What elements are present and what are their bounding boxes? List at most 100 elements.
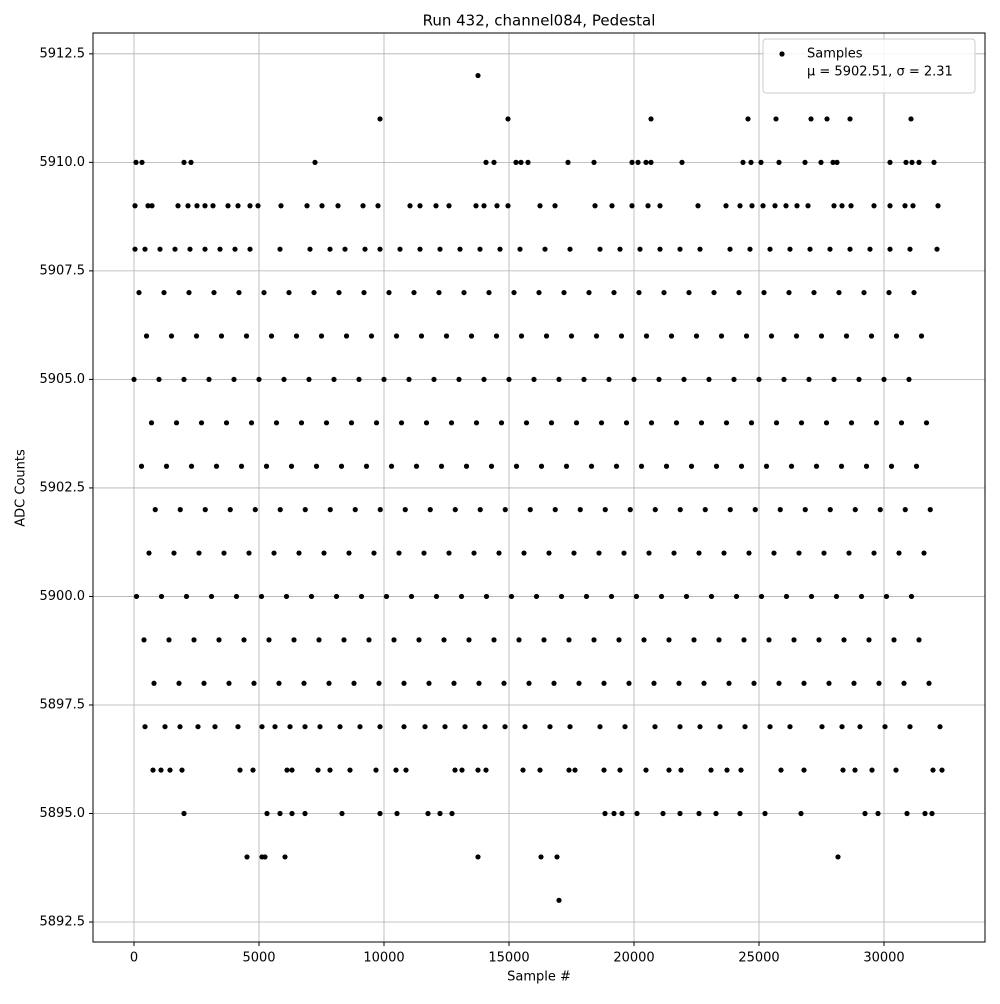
point (246, 550, 252, 556)
point (475, 72, 481, 79)
point (806, 376, 812, 383)
point (910, 203, 916, 209)
point (463, 463, 470, 469)
point (596, 550, 602, 556)
point (317, 724, 323, 730)
point (676, 680, 682, 686)
point (930, 767, 936, 773)
point (146, 550, 152, 556)
point (264, 810, 270, 817)
point (301, 680, 307, 686)
point (505, 203, 511, 209)
point (343, 333, 350, 339)
point (636, 289, 642, 296)
point (187, 246, 193, 252)
point (471, 550, 477, 556)
point (508, 593, 515, 600)
point (592, 203, 598, 209)
point (181, 376, 187, 383)
point (708, 593, 715, 600)
point (377, 724, 383, 730)
point (142, 246, 148, 252)
point (401, 680, 407, 686)
point (778, 767, 784, 773)
point (851, 680, 857, 686)
point (916, 637, 922, 643)
point (939, 767, 945, 773)
point (483, 593, 490, 600)
point (787, 724, 793, 730)
point (776, 159, 782, 165)
point (377, 507, 383, 513)
point (646, 550, 652, 556)
point (326, 680, 332, 686)
point (402, 507, 408, 513)
point (256, 376, 262, 383)
point (335, 203, 341, 209)
point (927, 507, 933, 513)
point (523, 420, 530, 426)
point (660, 810, 666, 817)
point (577, 507, 583, 513)
point (316, 637, 322, 643)
point (288, 463, 295, 469)
point (376, 680, 382, 686)
point (786, 289, 792, 296)
point (613, 463, 620, 469)
point (736, 289, 742, 296)
point (901, 680, 907, 686)
point (565, 159, 571, 165)
point (177, 507, 183, 513)
point (426, 680, 432, 686)
point (336, 289, 342, 296)
point (158, 767, 164, 773)
point (347, 767, 353, 773)
point (418, 333, 425, 339)
x-tick-label: 10000 (363, 951, 404, 966)
point (281, 376, 287, 383)
point (173, 420, 180, 426)
point (526, 680, 532, 686)
point (913, 463, 920, 469)
point (737, 810, 743, 817)
point (623, 420, 630, 426)
point (934, 246, 940, 252)
point (518, 333, 525, 339)
point (852, 507, 858, 513)
point (576, 680, 582, 686)
point (571, 550, 577, 556)
point (266, 637, 272, 643)
point (702, 507, 708, 513)
point (819, 724, 825, 730)
point (327, 767, 333, 773)
point (788, 463, 795, 469)
point (918, 333, 925, 339)
y-tick-label: 5897.5 (40, 697, 86, 712)
point (496, 550, 502, 556)
point (457, 246, 463, 252)
point (898, 420, 905, 426)
point (302, 507, 308, 513)
point (323, 420, 330, 426)
point (417, 246, 423, 252)
point (318, 333, 325, 339)
point (375, 203, 381, 209)
point (210, 203, 216, 209)
point (875, 810, 881, 817)
point (501, 680, 507, 686)
point (763, 463, 770, 469)
point (543, 333, 550, 339)
point (601, 680, 607, 686)
point (459, 767, 465, 773)
point (438, 463, 445, 469)
point (371, 550, 377, 556)
point (776, 680, 782, 686)
point (634, 810, 640, 817)
point (679, 159, 685, 165)
point (831, 203, 837, 209)
point (481, 376, 487, 383)
x-axis-label: Sample # (507, 970, 571, 985)
point (598, 420, 605, 426)
point (593, 333, 600, 339)
y-tick-label: 5910.0 (40, 155, 86, 170)
